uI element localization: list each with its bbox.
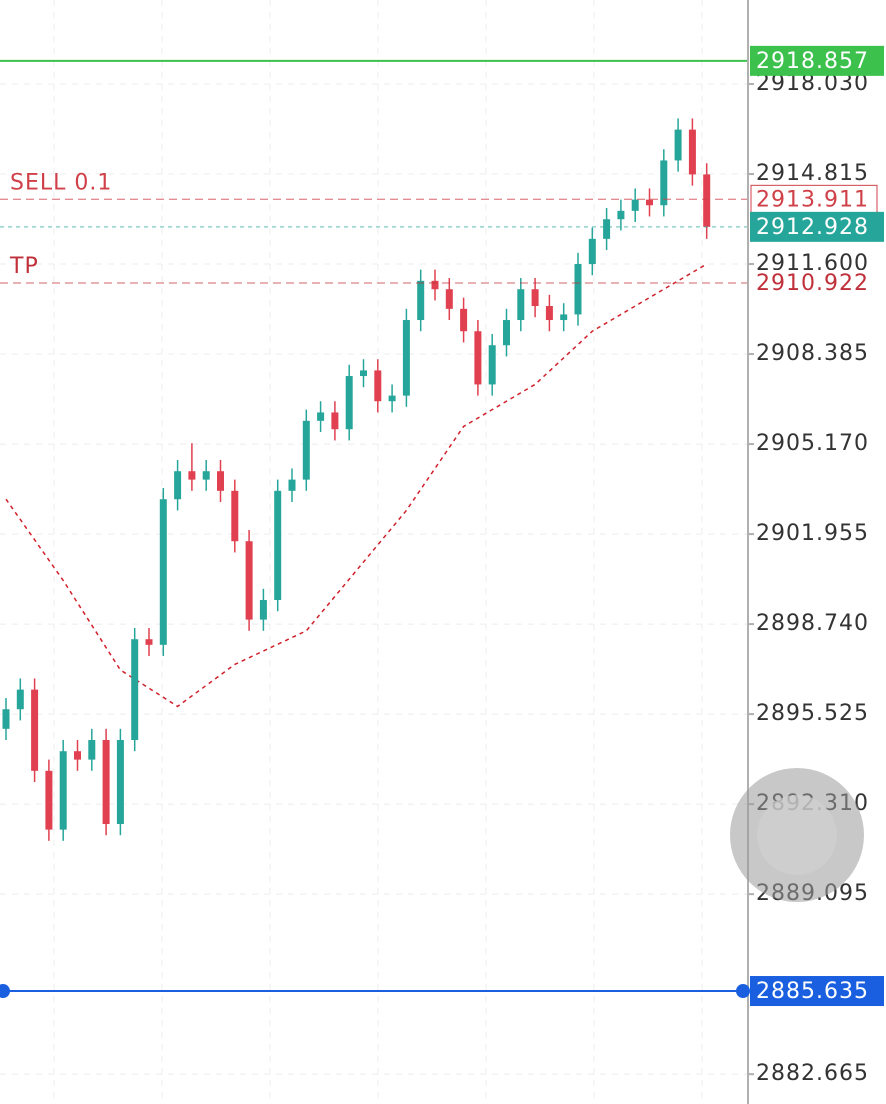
candle-body [503, 320, 510, 346]
candle-body [31, 689, 39, 771]
candle-body [217, 471, 224, 491]
candle-body [617, 210, 625, 220]
price-tag-label: 2912.928 [756, 215, 869, 240]
candle-body [417, 280, 425, 321]
candle-body [102, 740, 110, 825]
candle-body [245, 541, 253, 620]
candle-body [460, 308, 468, 332]
y-tick-label: 2898.740 [756, 611, 869, 636]
candle-body [116, 740, 124, 825]
candle-body [360, 370, 367, 377]
candle-body [288, 479, 296, 491]
candle-body [317, 412, 325, 421]
candle-body [674, 129, 682, 161]
candle-body [131, 639, 139, 741]
candle-body [560, 314, 568, 321]
candle-body [188, 471, 196, 480]
candle-body [88, 740, 96, 760]
candle-body [302, 420, 310, 480]
y-tick-label: 2914.815 [756, 161, 869, 186]
candle-body [646, 199, 653, 206]
price-tag-label: 2885.635 [756, 979, 869, 1004]
price-tag-label: 2918.857 [756, 49, 869, 74]
candle-body [145, 639, 153, 645]
price-tag-box [750, 976, 884, 1007]
candle-body [374, 370, 382, 402]
price-tag-box [750, 45, 884, 76]
candle-body [660, 160, 668, 206]
price-tag-box [750, 211, 884, 242]
candle-body [531, 289, 539, 307]
price-line-label: SELL 0.1 [10, 170, 112, 195]
candle-body [631, 199, 639, 211]
price-line-label: TP [9, 254, 39, 279]
candle-body [517, 289, 525, 321]
candle-body [174, 471, 182, 500]
candle-body [603, 219, 611, 239]
price-tags: 2918.857 2913.911 2912.928 2910.922 2885.635 [0, 45, 884, 1007]
y-tick-label: 2882.665 [756, 1061, 869, 1086]
candle-body [16, 689, 24, 710]
candle-body [388, 395, 396, 402]
candle-body [402, 320, 410, 396]
line-handle [736, 984, 750, 999]
touch-indicator-core [757, 795, 837, 875]
candle-body [688, 129, 696, 175]
plot: SELL 0.1 TP [0, 59, 748, 1075]
candle-body [345, 376, 353, 430]
candle-body [231, 490, 239, 542]
candle-body [274, 490, 282, 601]
candle-body [703, 174, 711, 227]
candle-body [474, 331, 482, 385]
candle-body [259, 600, 267, 620]
candle-body [445, 289, 453, 309]
candle-body [488, 345, 496, 385]
y-tick-label: 2908.385 [756, 341, 869, 366]
candle-body [74, 751, 81, 760]
candle-body [202, 471, 210, 480]
price-tag-label: 2910.922 [756, 271, 869, 296]
candle-body [59, 751, 67, 830]
price-tag-box [750, 184, 878, 214]
candle-body [2, 709, 10, 729]
candle-body [45, 770, 53, 830]
candle-body [159, 499, 167, 645]
candle-body [574, 264, 582, 315]
candle-body [545, 306, 553, 321]
y-tick-label: 2895.525 [756, 701, 869, 726]
candle-body [431, 280, 439, 290]
price-tag-label: 2913.911 [756, 187, 869, 212]
candle-body [588, 238, 596, 265]
line-handle [0, 984, 10, 999]
candle-body [331, 412, 339, 430]
y-tick-label: 2901.955 [756, 521, 869, 546]
price-tag-box [750, 270, 884, 297]
y-tick-label: 2905.170 [756, 431, 869, 456]
moving-average [5, 263, 708, 708]
